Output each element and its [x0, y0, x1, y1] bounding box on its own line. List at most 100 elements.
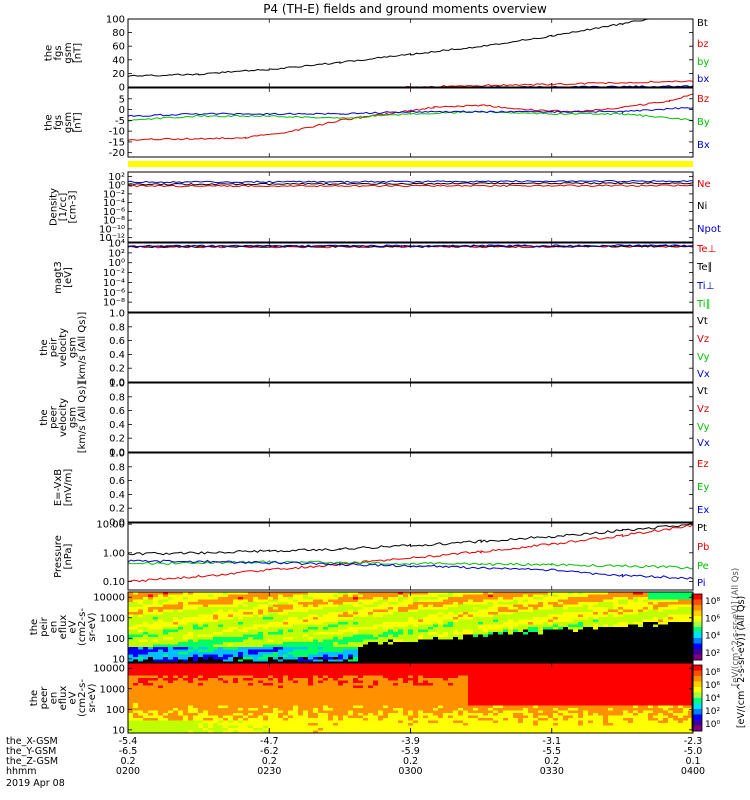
heatmap-cell [673, 647, 679, 650]
heatmap-cell [273, 720, 279, 724]
heatmap-cell [323, 652, 329, 655]
heatmap-cell [208, 617, 214, 620]
heatmap-cell [238, 675, 244, 679]
heatmap-cell [478, 647, 484, 650]
heatmap-cell [493, 617, 499, 620]
heatmap-cell [128, 665, 134, 669]
heatmap-cell [388, 708, 394, 711]
heatmap-cell [313, 670, 319, 674]
heatmap-cell [363, 713, 369, 716]
heatmap-cell [253, 713, 259, 716]
heatmap-cell [538, 602, 544, 605]
heatmap-cell [478, 624, 484, 628]
heatmap-cell [678, 604, 684, 608]
heatmap-cell [398, 670, 404, 674]
heatmap-cell [198, 644, 204, 648]
heatmap-cell [143, 710, 149, 714]
heatmap-cell [288, 673, 294, 676]
heatmap-cell [433, 632, 439, 635]
heatmap-cell [528, 592, 534, 595]
heatmap-cell [173, 730, 179, 734]
heatmap-cell [148, 594, 154, 598]
heatmap-cell [388, 634, 394, 638]
heatmap-cell [458, 642, 464, 645]
heatmap-cell [193, 609, 199, 613]
heatmap-cell [128, 607, 134, 610]
heatmap-cell [268, 602, 274, 605]
heatmap-cell [353, 632, 359, 635]
heatmap-cell [358, 690, 364, 694]
heatmap-cell [493, 592, 499, 595]
y-tick-label: 60 [112, 42, 125, 53]
heatmap-cell [513, 644, 519, 648]
heatmap-cell [528, 639, 534, 643]
heatmap-cell [213, 594, 219, 598]
heatmap-cell [303, 705, 309, 709]
heatmap-cell [438, 627, 444, 630]
heatmap-cell [248, 688, 254, 691]
heatmap-cell [278, 710, 284, 714]
y-tick-label: 0.6 [109, 336, 125, 347]
heatmap-cell [243, 680, 249, 684]
heatmap-cell [198, 708, 204, 711]
heatmap-cell [308, 670, 314, 674]
heatmap-cell [663, 604, 669, 608]
heatmap-cell [223, 657, 229, 660]
heatmap-cell [448, 614, 454, 618]
heatmap-cell [673, 649, 679, 653]
heatmap-cell [158, 642, 164, 645]
heatmap-cell [303, 700, 309, 704]
heatmap-cell [413, 614, 419, 618]
heatmap-cell [638, 642, 644, 645]
heatmap-cell [388, 657, 394, 660]
heatmap-cell [128, 693, 134, 696]
heatmap-cell [153, 728, 159, 731]
y-ticks: 10.001.000.10 [96, 520, 693, 588]
heatmap-cell [328, 678, 334, 681]
y-axis-label-line: sr-eV) [87, 612, 98, 641]
heatmap-cell [223, 619, 229, 623]
heatmap-cell [153, 670, 159, 674]
heatmap-cell [673, 609, 679, 613]
heatmap-cell [628, 622, 634, 625]
heatmap-cell [268, 599, 274, 603]
heatmap-cell [143, 695, 149, 699]
heatmap-cell [203, 634, 209, 638]
heatmap-cell [163, 614, 169, 618]
heatmap-cell [558, 629, 564, 633]
heatmap-cell [358, 718, 364, 721]
heatmap-cell [418, 602, 424, 605]
heatmap-cell [133, 665, 139, 669]
heatmap-cell [538, 619, 544, 623]
heatmap-cell [198, 683, 204, 686]
heatmap-cell [393, 649, 399, 653]
heatmap-cell [133, 693, 139, 696]
heatmap-cell [163, 622, 169, 625]
heatmap-cell [523, 657, 529, 660]
heatmap-cell [668, 592, 674, 595]
heatmap-cell [443, 644, 449, 648]
heatmap-cell [323, 634, 329, 638]
heatmap-cell [543, 604, 549, 608]
heatmap-cell [138, 720, 144, 724]
heatmap-cell [188, 670, 194, 674]
heatmap-cell [593, 657, 599, 660]
heatmap-cell [483, 617, 489, 620]
heatmap-cell [288, 647, 294, 650]
heatmap-cell [243, 728, 249, 731]
heatmap-cell [163, 637, 169, 640]
heatmap-cell [323, 728, 329, 731]
heatmap-cell [263, 632, 269, 635]
heatmap-cell [538, 639, 544, 643]
heatmap-cell [648, 612, 654, 615]
heatmap-cell [498, 612, 504, 615]
heatmap-cell [298, 654, 304, 658]
heatmap-cell [298, 597, 304, 600]
heatmap-cell [678, 597, 684, 600]
heatmap-cell [173, 673, 179, 676]
heatmap-cell [213, 607, 219, 610]
heatmap-cell [488, 657, 494, 660]
heatmap-cell [513, 629, 519, 633]
heatmap-cell [168, 683, 174, 686]
heatmap-cell [688, 622, 694, 625]
